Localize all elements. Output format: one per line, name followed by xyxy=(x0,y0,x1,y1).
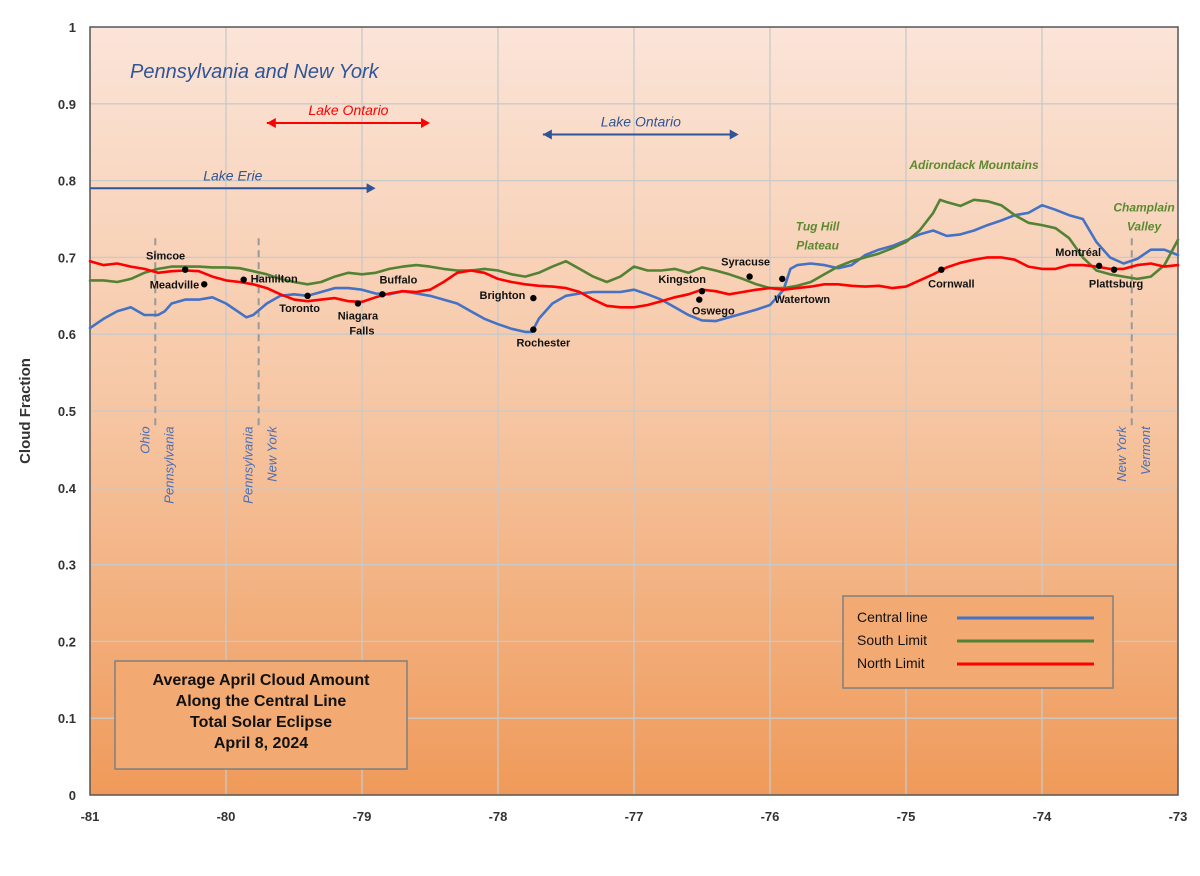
arrow-head-right xyxy=(729,129,739,140)
x-tick-label-8: -73 xyxy=(1169,809,1188,824)
region-label-tug-hill-plateau-0: Tug Hill xyxy=(796,220,840,234)
series-line-north-limit xyxy=(88,256,1180,309)
city-label-falls: Falls xyxy=(349,325,374,337)
arrow-head-left xyxy=(266,118,276,128)
arrow-head-right xyxy=(366,183,376,194)
state-label-pennsylvania: Pennsylvania xyxy=(241,426,256,503)
series-lines xyxy=(88,198,1180,334)
lake-label: Lake Erie xyxy=(203,167,262,183)
city-marker-buffalo xyxy=(379,291,386,298)
y-tick-label-6: 0.6 xyxy=(58,327,76,342)
y-tick-label-8: 0.8 xyxy=(58,174,76,189)
city-marker-kingston xyxy=(698,287,706,295)
arrow-head-left xyxy=(542,129,552,140)
y-tick-label-4: 0.4 xyxy=(58,481,77,496)
x-tick-label-6: -75 xyxy=(897,809,916,824)
city-markers: Simcoe Meadville Hamilton Toronto Buffalo Nia… xyxy=(146,247,1143,350)
region-label-adirondack-mountains-0: Adirondack Mountains xyxy=(908,158,1039,172)
city-label-simcoe: Simcoe xyxy=(146,251,185,263)
chart-title-line-3: Total Solar Eclipse xyxy=(190,714,332,731)
state-label-ohio: Ohio xyxy=(137,426,152,453)
city-marker-meadville xyxy=(201,281,208,288)
city-label-buffalo: Buffalo xyxy=(379,274,417,286)
city-label-hamilton: Hamilton xyxy=(251,274,298,286)
x-tick-label-7: -74 xyxy=(1033,809,1053,824)
city-label-plattsburg: Plattsburg xyxy=(1089,279,1143,291)
series-line-central-line xyxy=(88,203,1180,334)
legend-label-south: South Limit xyxy=(857,632,927,648)
title-box-frame xyxy=(114,660,408,770)
series-line-south-limit xyxy=(88,198,1180,290)
city-marker-rochester xyxy=(530,326,537,333)
region-label-champlain-valley-0: Champlain xyxy=(1113,200,1174,214)
y-tick-label-7: 0.7 xyxy=(58,250,76,265)
lake-label: Lake Ontario xyxy=(601,114,681,130)
city-label-watertown: Watertown xyxy=(774,294,830,306)
y-tick-label-2: 0.2 xyxy=(58,634,76,649)
city-label-oswego: Oswego xyxy=(692,306,735,318)
x-tick-label-4: -77 xyxy=(625,809,644,824)
y-tick-label-3: 0.3 xyxy=(58,558,76,573)
annotations: Ohio Pennsylvania Pennsylvania New York New … xyxy=(90,102,1175,504)
region-label-tug-hill-plateau-1: Plateau xyxy=(796,239,839,253)
state-label-vermont: Vermont xyxy=(1138,425,1153,475)
city-label-kingston: Kingston xyxy=(658,274,706,286)
city-marker-niagara xyxy=(354,300,362,307)
lake-annotation-lake-ontario-1: Lake Ontario xyxy=(266,102,430,128)
x-tick-label-0: -81 xyxy=(81,809,100,824)
city-marker-brighton xyxy=(530,294,537,302)
city-marker-hamilton xyxy=(240,276,247,283)
state-label-new-york: New York xyxy=(265,425,280,482)
region-label-champlain-valley-1: Valley xyxy=(1127,219,1163,233)
y-tick-label-9: 0.9 xyxy=(58,97,76,112)
chart-title-line-4: April 8, 2024 xyxy=(214,735,308,752)
city-label-montreal: Montréal xyxy=(1055,247,1101,259)
legend-label-north: North Limit xyxy=(857,655,925,671)
arrow-head-right xyxy=(421,118,430,128)
x-tick-label-1: -80 xyxy=(217,809,236,824)
city-marker-montreal xyxy=(1095,262,1103,270)
title-box: Average April Cloud Amount Along the Cen… xyxy=(114,660,408,770)
city-marker-plattsburg xyxy=(1110,266,1118,273)
chart-title-line-1: Average April Cloud Amount xyxy=(153,672,371,689)
city-marker-cornwall xyxy=(938,266,945,273)
city-label-cornwall: Cornwall xyxy=(928,279,974,291)
city-marker-watertown xyxy=(779,275,786,283)
lake-annotation-lake-erie-0: Lake Erie xyxy=(90,167,376,194)
city-marker-oswego xyxy=(696,296,703,303)
lake-label: Lake Ontario xyxy=(308,102,388,118)
legend: Central line South Limit North Limit xyxy=(842,595,1114,689)
city-marker-simcoe xyxy=(182,266,189,273)
y-tick-label-1: 0.1 xyxy=(58,711,76,726)
chart-subtitle: Pennsylvania and New York xyxy=(130,61,380,83)
city-label-brighton: Brighton xyxy=(480,290,526,302)
city-label-toronto: Toronto xyxy=(279,303,320,315)
chart-title-line-2: Along the Central Line xyxy=(176,693,347,710)
state-label-pennsylvania: Pennsylvania xyxy=(161,426,176,503)
legend-label-central: Central line xyxy=(857,609,928,625)
plot-frame xyxy=(89,26,1179,796)
state-label-new-york: New York xyxy=(1114,425,1129,482)
y-tick-label-0: 0 xyxy=(69,788,76,803)
x-tick-label-5: -76 xyxy=(761,809,780,824)
y-tick-label-5: 0.5 xyxy=(58,404,76,419)
city-label-meadville: Meadville xyxy=(150,279,200,291)
y-axis-label: Cloud Fraction xyxy=(17,358,34,464)
city-marker-toronto xyxy=(304,292,311,299)
city-label-niagara: Niagara xyxy=(338,310,379,322)
lake-annotation-lake-ontario-2: Lake Ontario xyxy=(542,114,739,140)
y-tick-label-10: 1 xyxy=(69,20,76,35)
city-label-syracuse: Syracuse xyxy=(721,257,770,269)
city-label-rochester: Rochester xyxy=(516,338,571,350)
x-tick-label-2: -79 xyxy=(353,809,372,824)
x-tick-label-3: -78 xyxy=(489,809,508,824)
axis-ticks: -81 -80 -79 -78 -77 -76 -75 -74 -73 0 0.1 0.2 0.3 0.4… xyxy=(58,20,1187,824)
city-marker-syracuse xyxy=(746,273,753,280)
